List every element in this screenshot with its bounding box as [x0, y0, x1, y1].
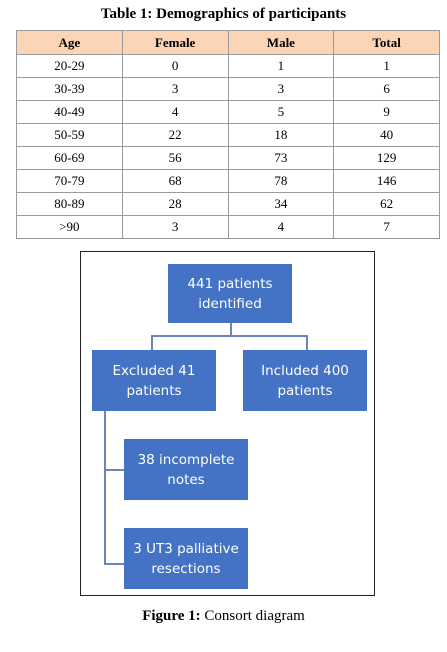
figure-caption-text: Consort diagram: [204, 608, 305, 624]
table-cell: 28: [121, 192, 229, 216]
table-row: 30-39 3 3 6: [16, 77, 440, 101]
table-cell: 56: [121, 146, 229, 170]
connector-bar: [151, 335, 308, 337]
figure-caption: Figure 1: Consort diagram: [0, 608, 447, 625]
table-cell: 0: [121, 54, 229, 78]
connector-left-drop: [151, 335, 153, 350]
connector-palliative-branch: [104, 563, 124, 565]
table-cell: 146: [333, 169, 440, 193]
table-cell: 68: [121, 169, 229, 193]
table-row: 70-79 68 78 146: [16, 169, 440, 193]
identified-box: 441 patients identified: [168, 264, 292, 323]
connector-incomplete-branch: [104, 469, 124, 471]
table-row: 40-49 4 5 9: [16, 100, 440, 124]
table-cell: 78: [227, 169, 335, 193]
table-cell: 4: [227, 215, 335, 239]
demographics-table: Age Female Male Total 20-29 0 1 1 30-39 3 3 6 40…: [16, 30, 440, 239]
table-cell: 9: [333, 100, 440, 124]
table-row: 50-59 22 18 40: [16, 123, 440, 147]
figure-label: Figure 1:: [142, 608, 201, 624]
table-cell: 7: [333, 215, 440, 239]
table-cell: 18: [227, 123, 335, 147]
table-cell: 3: [121, 77, 229, 101]
table-cell: 6: [333, 77, 440, 101]
table-row: >90 3 4 7: [16, 215, 440, 239]
table-header-row: Age Female Male Total: [16, 30, 440, 55]
table-cell: 129: [333, 146, 440, 170]
table-row: 60-69 56 73 129: [16, 146, 440, 170]
table-title: Table 1: Demographics of participants: [100, 6, 347, 22]
table-cell: 4: [121, 100, 229, 124]
palliative-resections-box: 3 UT3 palliative resections: [124, 528, 248, 589]
table-cell: 34: [227, 192, 335, 216]
included-box: Included 400 patients: [243, 350, 367, 411]
table-cell: 40: [333, 123, 440, 147]
connector-excluded-trunk: [104, 411, 106, 564]
header-male: Male: [227, 30, 335, 55]
header-total: Total: [333, 30, 440, 55]
table-cell: >90: [16, 215, 123, 239]
consort-diagram: 441 patients identified Excluded 41 pati…: [80, 251, 375, 596]
table-cell: 50-59: [16, 123, 123, 147]
table-cell: 30-39: [16, 77, 123, 101]
table-cell: 60-69: [16, 146, 123, 170]
header-female: Female: [121, 30, 229, 55]
connector-stem: [230, 323, 232, 336]
incomplete-notes-box: 38 incomplete notes: [124, 439, 248, 500]
table-cell: 20-29: [16, 54, 123, 78]
table-cell: 73: [227, 146, 335, 170]
table-cell: 70-79: [16, 169, 123, 193]
table-cell: 80-89: [16, 192, 123, 216]
connector-right-drop: [306, 335, 308, 350]
table-cell: 3: [227, 77, 335, 101]
table-row: 20-29 0 1 1: [16, 54, 440, 78]
table-cell: 62: [333, 192, 440, 216]
table-cell: 1: [227, 54, 335, 78]
table-row: 80-89 28 34 62: [16, 192, 440, 216]
table-cell: 22: [121, 123, 229, 147]
table-cell: 5: [227, 100, 335, 124]
table-cell: 1: [333, 54, 440, 78]
header-age: Age: [16, 30, 123, 55]
excluded-box: Excluded 41 patients: [92, 350, 216, 411]
table-cell: 3: [121, 215, 229, 239]
table-cell: 40-49: [16, 100, 123, 124]
